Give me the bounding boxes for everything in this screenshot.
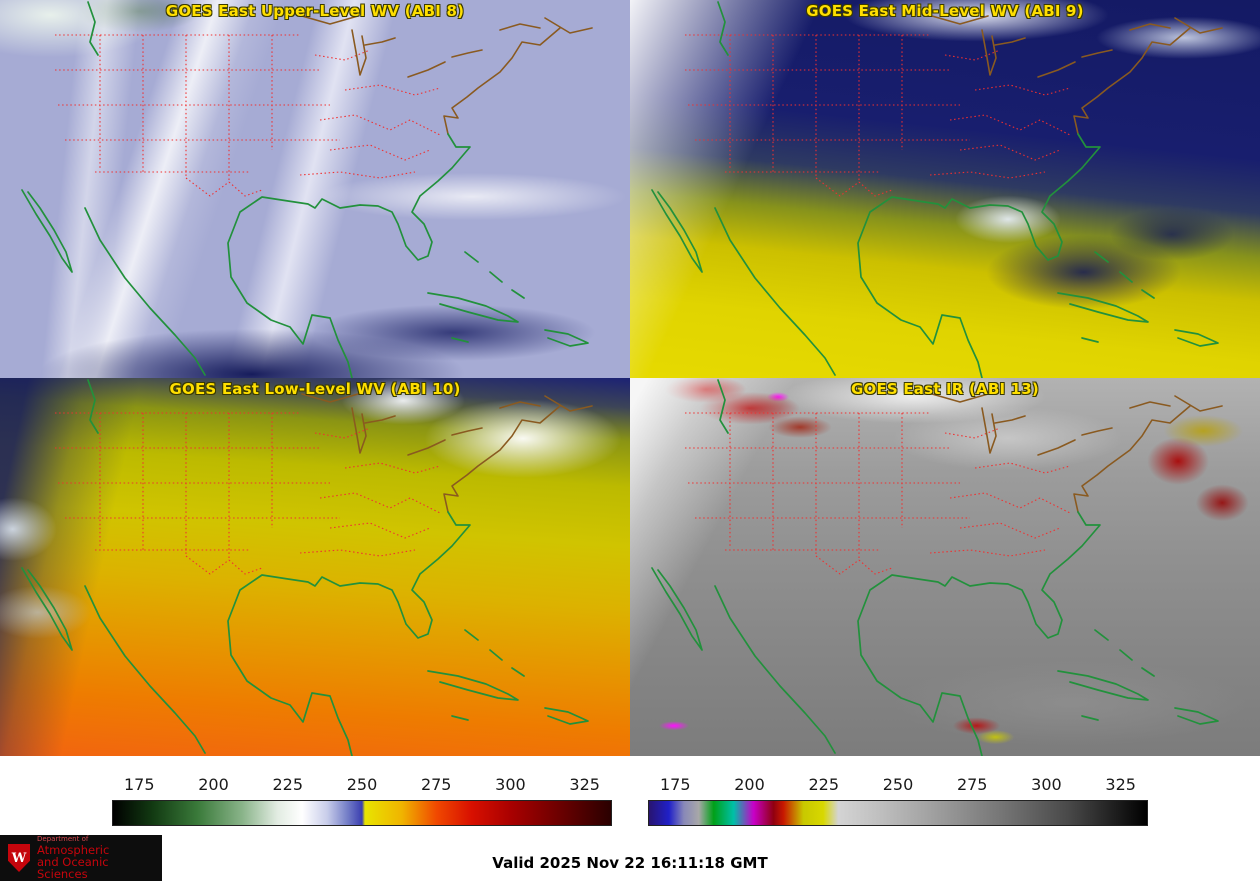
basemap-overlay bbox=[0, 0, 630, 378]
satellite-panel-grid: GOES East Upper-Level WV (ABI 8) GOES Ea… bbox=[0, 0, 1260, 756]
panel-title-ir: GOES East IR (ABI 13) bbox=[850, 380, 1039, 398]
basemap-overlay bbox=[630, 378, 1260, 756]
colorbar-tick: 250 bbox=[882, 775, 914, 794]
colorbar-tick: 300 bbox=[495, 775, 526, 794]
colorbar-tick: 325 bbox=[569, 775, 600, 794]
logo-dept-line1: Department of bbox=[37, 835, 89, 844]
footer-strip: 175 200 225 250 275 300 325 175 200 225 … bbox=[0, 756, 1260, 881]
panel-title-low-wv: GOES East Low-Level WV (ABI 10) bbox=[169, 380, 461, 398]
crest-letter: W bbox=[11, 850, 27, 866]
logo-text: Department of Atmospheric and Oceanic Sc… bbox=[37, 835, 162, 881]
panel-ir: GOES East IR (ABI 13) bbox=[630, 378, 1260, 756]
uw-crest-icon: W bbox=[8, 844, 30, 872]
panel-mid-level-wv: GOES East Mid-Level WV (ABI 9) bbox=[630, 0, 1260, 378]
wv-colorbar-ticks: 175 200 225 250 275 300 325 bbox=[112, 774, 612, 796]
ir-colorbar-ticks: 175 200 225 250 275 300 325 bbox=[648, 774, 1148, 796]
colorbar-tick: 325 bbox=[1105, 775, 1136, 794]
basemap-overlay bbox=[630, 0, 1260, 378]
logo-dept-line3: and Oceanic Sciences bbox=[37, 854, 109, 881]
colorbar-tick: 225 bbox=[808, 775, 840, 794]
colorbar-tick: 250 bbox=[346, 775, 378, 794]
ir-colorbar-gradient bbox=[648, 800, 1148, 826]
colorbar-tick: 200 bbox=[734, 775, 765, 794]
panel-title-mid-wv: GOES East Mid-Level WV (ABI 9) bbox=[806, 2, 1084, 20]
colorbar-tick: 300 bbox=[1031, 775, 1062, 794]
colorbar-tick: 275 bbox=[420, 775, 452, 794]
panel-upper-level-wv: GOES East Upper-Level WV (ABI 8) bbox=[0, 0, 630, 378]
ir-colorbar: 175 200 225 250 275 300 325 bbox=[648, 774, 1148, 826]
colorbar-tick: 200 bbox=[198, 775, 229, 794]
basemap-overlay bbox=[0, 378, 630, 756]
valid-time-label: Valid 2025 Nov 22 16:11:18 GMT bbox=[492, 854, 768, 872]
wv-colorbar: 175 200 225 250 275 300 325 bbox=[112, 774, 612, 826]
colorbar-tick: 175 bbox=[124, 775, 155, 794]
colorbar-tick: 175 bbox=[660, 775, 691, 794]
panel-low-level-wv: GOES East Low-Level WV (ABI 10) bbox=[0, 378, 630, 756]
colorbar-tick: 225 bbox=[272, 775, 304, 794]
uw-aos-logo: W Department of Atmospheric and Oceanic … bbox=[0, 835, 162, 881]
wv-colorbar-gradient bbox=[112, 800, 612, 826]
colorbar-tick: 275 bbox=[956, 775, 988, 794]
panel-title-upper-wv: GOES East Upper-Level WV (ABI 8) bbox=[165, 2, 465, 20]
logo-dept-line2: Atmospheric bbox=[37, 842, 110, 857]
